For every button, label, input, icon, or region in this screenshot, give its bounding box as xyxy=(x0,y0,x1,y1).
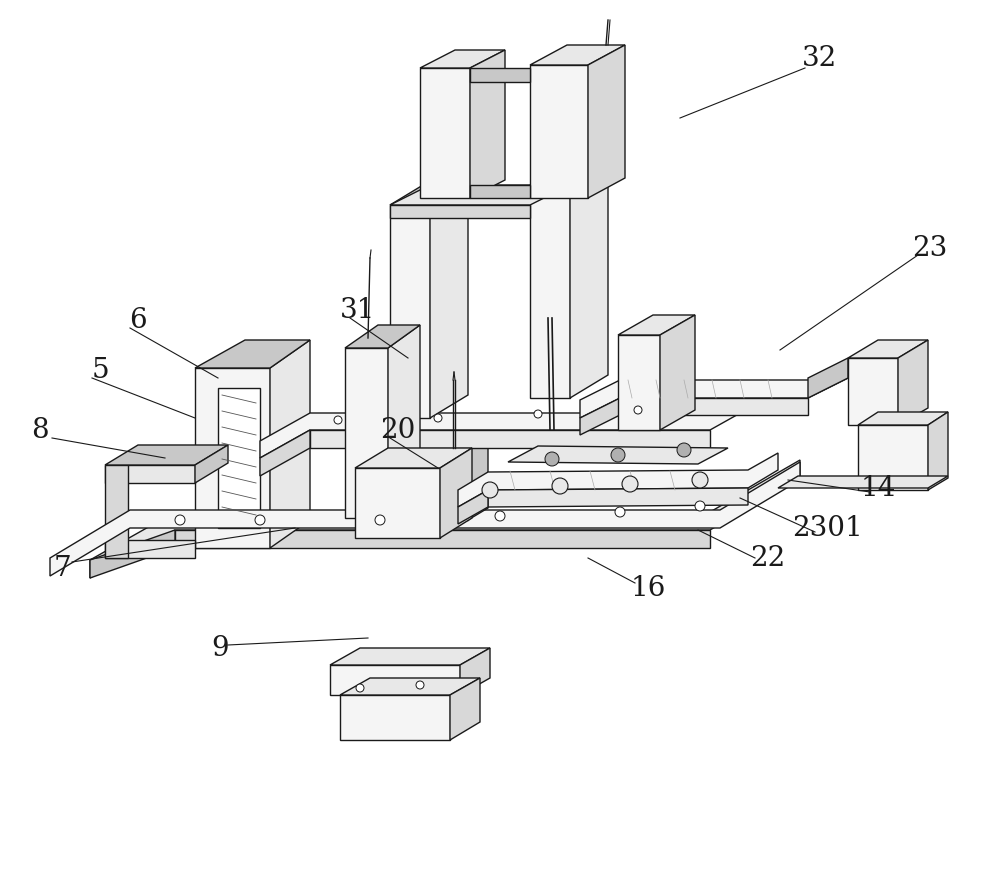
Text: 22: 22 xyxy=(750,545,786,571)
Polygon shape xyxy=(195,445,228,483)
Circle shape xyxy=(434,414,442,422)
Circle shape xyxy=(545,452,559,466)
Circle shape xyxy=(334,416,342,424)
Polygon shape xyxy=(90,460,800,578)
Polygon shape xyxy=(340,678,480,695)
Polygon shape xyxy=(310,430,710,448)
Polygon shape xyxy=(450,678,480,740)
Polygon shape xyxy=(388,325,420,518)
Text: 9: 9 xyxy=(211,635,229,661)
Circle shape xyxy=(416,681,424,689)
Polygon shape xyxy=(858,412,948,425)
Polygon shape xyxy=(260,385,760,458)
Text: 16: 16 xyxy=(630,575,666,601)
Polygon shape xyxy=(618,315,695,335)
Polygon shape xyxy=(530,185,570,398)
Circle shape xyxy=(175,515,185,525)
Polygon shape xyxy=(105,465,128,558)
Polygon shape xyxy=(808,358,848,398)
Polygon shape xyxy=(458,453,778,507)
Text: 2301: 2301 xyxy=(793,514,863,542)
Polygon shape xyxy=(470,185,530,198)
Polygon shape xyxy=(508,446,728,464)
Circle shape xyxy=(634,406,642,414)
Polygon shape xyxy=(660,315,695,430)
Polygon shape xyxy=(330,665,460,695)
Circle shape xyxy=(356,684,364,692)
Polygon shape xyxy=(458,490,488,524)
Polygon shape xyxy=(105,445,228,465)
Polygon shape xyxy=(440,448,472,538)
Circle shape xyxy=(677,443,691,457)
Circle shape xyxy=(611,448,625,462)
Circle shape xyxy=(255,515,265,525)
Polygon shape xyxy=(848,358,898,425)
Polygon shape xyxy=(355,468,440,538)
Polygon shape xyxy=(580,360,848,418)
Text: 32: 32 xyxy=(802,44,838,72)
Polygon shape xyxy=(488,488,748,507)
Circle shape xyxy=(552,478,568,494)
Circle shape xyxy=(622,476,638,492)
Polygon shape xyxy=(390,205,530,218)
Polygon shape xyxy=(50,462,800,576)
Polygon shape xyxy=(858,425,928,490)
Circle shape xyxy=(695,501,705,511)
Polygon shape xyxy=(105,540,195,558)
Polygon shape xyxy=(470,68,530,82)
Polygon shape xyxy=(618,335,660,430)
Text: 14: 14 xyxy=(860,475,896,501)
Polygon shape xyxy=(330,648,490,665)
Text: 5: 5 xyxy=(91,356,109,384)
Circle shape xyxy=(482,482,498,498)
Polygon shape xyxy=(460,648,490,695)
Polygon shape xyxy=(898,340,928,425)
Polygon shape xyxy=(468,436,488,520)
Polygon shape xyxy=(195,368,270,548)
Polygon shape xyxy=(848,340,928,358)
Polygon shape xyxy=(588,45,625,198)
Polygon shape xyxy=(530,45,625,65)
Polygon shape xyxy=(355,448,472,468)
Polygon shape xyxy=(580,398,620,435)
Polygon shape xyxy=(620,398,808,415)
Polygon shape xyxy=(345,348,388,518)
Polygon shape xyxy=(218,388,260,528)
Text: 8: 8 xyxy=(31,416,49,444)
Text: 31: 31 xyxy=(340,296,376,324)
Polygon shape xyxy=(778,476,948,488)
Polygon shape xyxy=(270,340,310,548)
Circle shape xyxy=(375,515,385,525)
Polygon shape xyxy=(105,465,195,483)
Polygon shape xyxy=(430,182,468,418)
Polygon shape xyxy=(390,205,430,418)
Polygon shape xyxy=(345,325,420,348)
Polygon shape xyxy=(390,182,468,205)
Circle shape xyxy=(615,507,625,517)
Polygon shape xyxy=(90,530,175,578)
Polygon shape xyxy=(928,412,948,490)
Circle shape xyxy=(534,410,542,418)
Polygon shape xyxy=(438,436,488,448)
Polygon shape xyxy=(530,65,588,198)
Text: 7: 7 xyxy=(53,554,71,582)
Polygon shape xyxy=(420,50,505,68)
Polygon shape xyxy=(390,185,570,205)
Text: 6: 6 xyxy=(129,307,147,333)
Circle shape xyxy=(692,472,708,488)
Text: 20: 20 xyxy=(380,416,416,444)
Text: 23: 23 xyxy=(912,234,948,262)
Polygon shape xyxy=(340,695,450,740)
Polygon shape xyxy=(438,448,468,520)
Polygon shape xyxy=(195,340,310,368)
Polygon shape xyxy=(175,530,710,548)
Polygon shape xyxy=(530,162,608,185)
Polygon shape xyxy=(260,430,310,476)
Polygon shape xyxy=(420,68,470,198)
Polygon shape xyxy=(470,50,505,198)
Polygon shape xyxy=(570,162,608,398)
Circle shape xyxy=(495,511,505,521)
